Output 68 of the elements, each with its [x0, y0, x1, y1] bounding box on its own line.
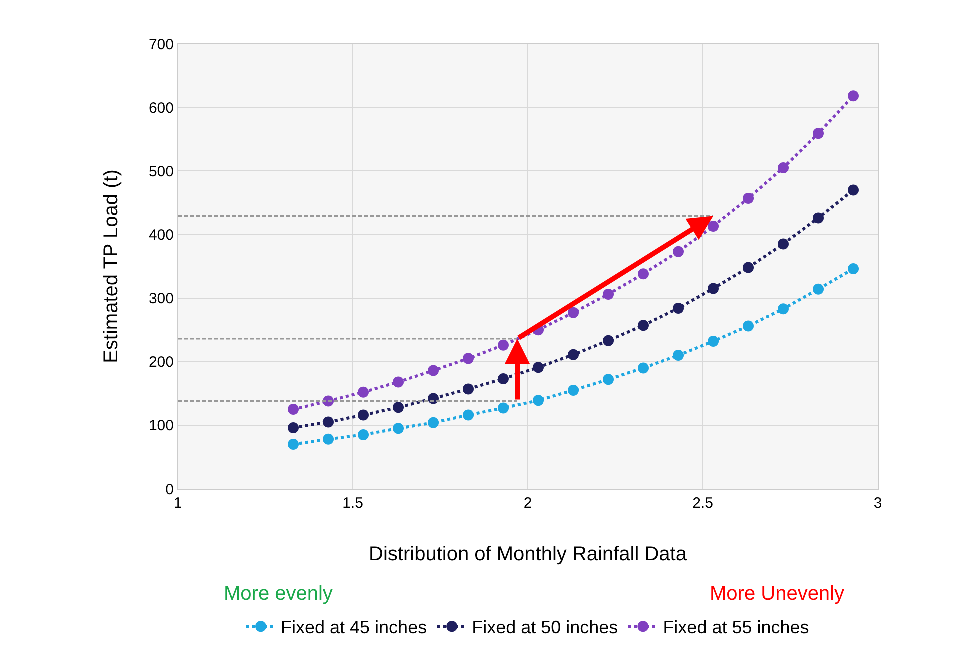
- point: [848, 184, 859, 196]
- x-tick-label: 2: [524, 495, 532, 512]
- y-tick-label: 500: [148, 163, 174, 180]
- y-tick-label: 700: [148, 36, 174, 54]
- point: [603, 374, 614, 386]
- point: [358, 429, 369, 440]
- point: [463, 384, 474, 395]
- point: [358, 410, 369, 421]
- point: [533, 362, 544, 374]
- y-tick-label: 0: [166, 481, 174, 498]
- point: [288, 404, 299, 416]
- legend-label: Fixed at 50 inches: [472, 618, 618, 638]
- point: [673, 350, 684, 361]
- point: [358, 386, 369, 398]
- point: [463, 410, 474, 421]
- y-tick-label: 100: [148, 418, 174, 435]
- text: More Unevenly: [710, 583, 845, 605]
- point: [638, 320, 649, 332]
- point: [603, 335, 614, 346]
- point: [533, 395, 544, 406]
- point: [708, 220, 719, 232]
- point: [813, 284, 824, 295]
- x-tick-label: 2.5: [692, 495, 714, 512]
- y-tick-label: 200: [148, 354, 174, 372]
- point: [323, 416, 334, 428]
- point: [638, 268, 649, 280]
- point: [568, 384, 579, 396]
- point: [393, 423, 404, 434]
- point: [428, 417, 439, 428]
- x-tick-label: 1: [174, 495, 182, 512]
- point: [778, 304, 789, 315]
- x-tick-label: 1.5: [342, 495, 364, 512]
- point: [813, 128, 824, 140]
- point: [848, 90, 859, 102]
- y-tick-label: 300: [148, 290, 174, 308]
- point: [778, 238, 789, 250]
- point: [673, 246, 684, 258]
- x-tick-label: 3: [874, 495, 882, 512]
- point: [288, 439, 299, 450]
- point: [498, 374, 509, 385]
- y-axis-title: Estimated TP Load (t): [100, 170, 122, 364]
- point: [393, 376, 404, 388]
- point: [848, 264, 859, 275]
- point: [743, 320, 754, 332]
- point: [568, 349, 579, 360]
- text: More evenly: [224, 583, 333, 605]
- point: [638, 362, 649, 374]
- legend-label: Fixed at 55 inches: [663, 618, 810, 638]
- point: [673, 302, 684, 314]
- point: [778, 162, 789, 174]
- y-tick-label: 400: [148, 226, 174, 244]
- point: [603, 288, 614, 300]
- point: [463, 353, 474, 364]
- point: [708, 336, 719, 348]
- y-tick-label: 600: [148, 100, 174, 117]
- point: [743, 262, 754, 274]
- point: [288, 422, 299, 434]
- point: [708, 283, 719, 294]
- legend-label: Fixed at 45 inches: [281, 618, 428, 638]
- point: [323, 434, 334, 445]
- point: [393, 402, 404, 414]
- point: [428, 365, 439, 376]
- point: [498, 402, 509, 414]
- point: [568, 307, 579, 318]
- x-axis-title: Distribution of Monthly Rainfall Data: [369, 544, 688, 566]
- point: [498, 340, 509, 351]
- point: [813, 212, 824, 224]
- point: [743, 192, 754, 204]
